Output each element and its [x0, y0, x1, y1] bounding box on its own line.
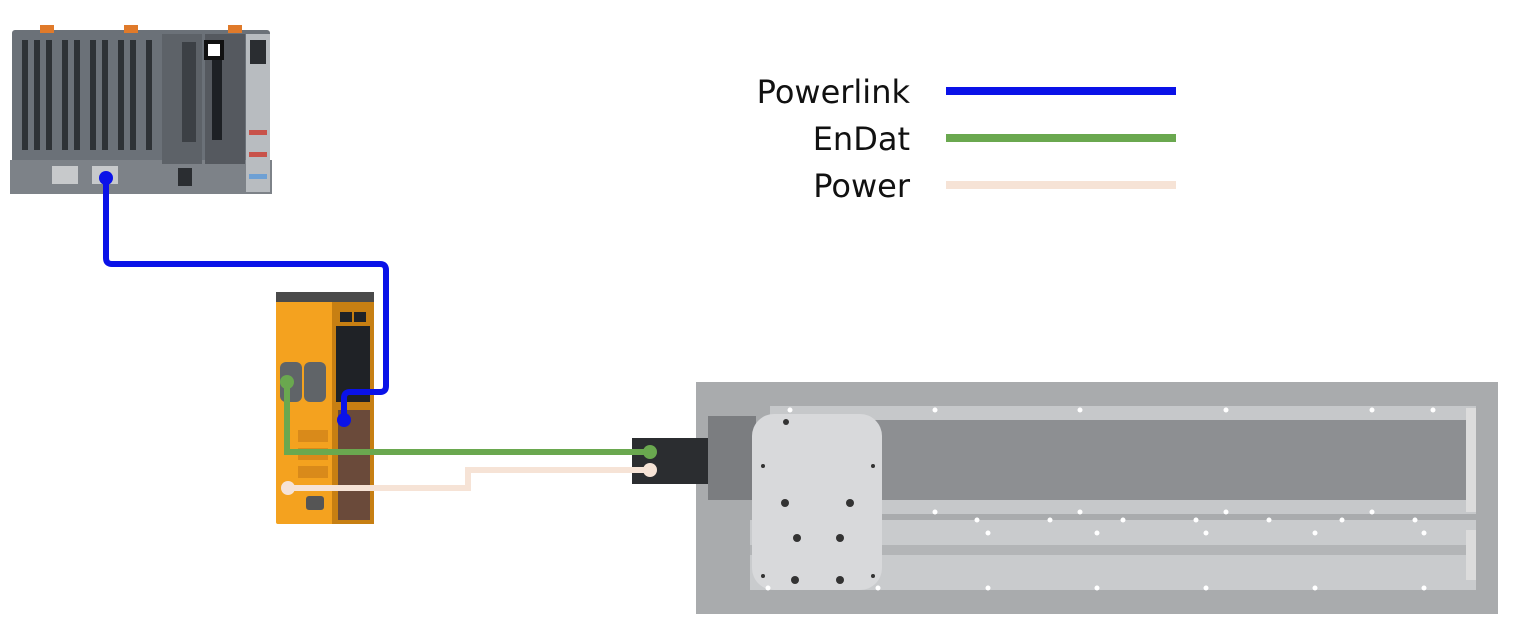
plc-controller-icon	[10, 25, 272, 194]
endat-cable	[280, 375, 657, 459]
legend-label-power: Power	[813, 167, 911, 205]
legend: Powerlink EnDat Power	[757, 73, 1176, 205]
servo-drive-icon	[276, 292, 374, 524]
legend-item-endat: EnDat	[813, 120, 1176, 158]
linear-motor-stage-icon	[632, 382, 1498, 614]
legend-item-powerlink: Powerlink	[757, 73, 1176, 111]
powerlink-cable	[99, 171, 389, 427]
legend-label-endat: EnDat	[813, 120, 910, 158]
power-cable	[281, 463, 657, 495]
legend-label-powerlink: Powerlink	[757, 73, 911, 111]
legend-item-power: Power	[813, 167, 1176, 205]
